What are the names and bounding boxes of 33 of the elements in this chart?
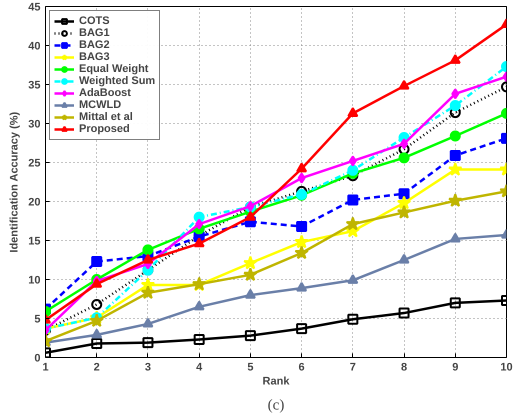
text: (c) xyxy=(268,398,284,414)
x-tick-label: 4 xyxy=(196,362,204,374)
x-tick-label: 3 xyxy=(144,362,152,374)
x-tick-label: 9 xyxy=(452,362,458,374)
y-tick-label: 5 xyxy=(34,314,41,326)
y-tick-label: 40 xyxy=(28,40,41,52)
legend-label: AdaBoost xyxy=(79,87,131,99)
x-tick-label: 1 xyxy=(42,362,49,374)
legend-label: Mittal et al xyxy=(79,111,133,123)
x-tick-label: 5 xyxy=(247,362,254,374)
x-tick-label: 7 xyxy=(350,362,356,374)
legend-label: Equal Weight xyxy=(79,63,148,75)
x-tick-label: 6 xyxy=(298,362,305,374)
x-tick-label: 8 xyxy=(400,362,408,374)
y-tick-label: 45 xyxy=(28,2,41,14)
y-tick-label: 20 xyxy=(28,196,41,208)
legend-label: BAG1 xyxy=(79,27,110,39)
legend-label: Proposed xyxy=(79,123,130,135)
x-tick-label: 10 xyxy=(500,362,513,374)
y-tick-label: 25 xyxy=(28,158,41,170)
legend-label: BAG2 xyxy=(79,39,110,51)
y-tick-label: 0 xyxy=(34,352,41,364)
x-tick-label: 2 xyxy=(94,362,100,374)
legend-label: BAG3 xyxy=(79,51,110,63)
legend-label: COTS xyxy=(79,15,110,27)
y-tick-label: 15 xyxy=(28,236,41,248)
y-tick-label: 30 xyxy=(28,118,41,130)
legend-label: Weighted Sum xyxy=(79,75,156,87)
y-axis-title: Identification Accuracy (%) xyxy=(8,111,20,253)
x-axis-title: Rank xyxy=(262,376,290,388)
y-tick-label: 10 xyxy=(28,274,41,286)
legend-label: MCWLD xyxy=(79,99,122,111)
y-tick-label: 35 xyxy=(28,80,41,92)
